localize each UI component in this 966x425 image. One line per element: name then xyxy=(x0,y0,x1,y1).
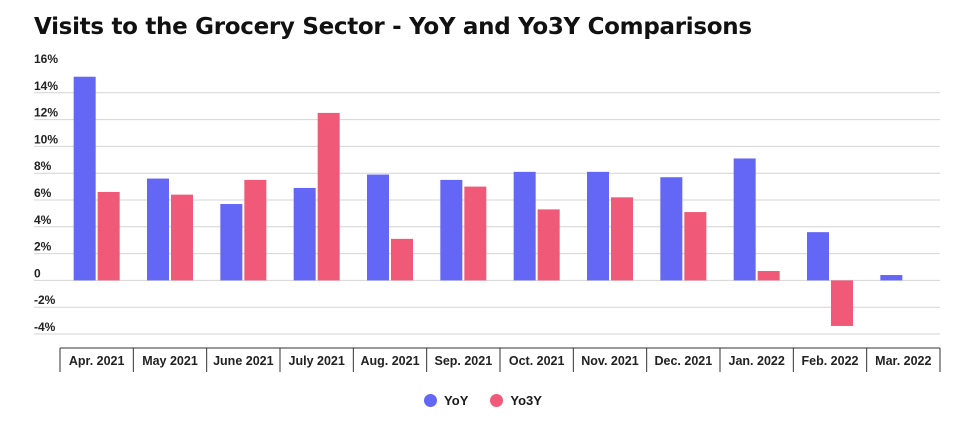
bar-yo3y[interactable] xyxy=(611,197,633,281)
y-tick-label: 4% xyxy=(34,213,52,227)
bar-yo3y[interactable] xyxy=(97,191,120,281)
x-tick-label: Sep. 2021 xyxy=(434,354,492,368)
y-tick-label: -4% xyxy=(34,320,56,334)
legend-item-yoy[interactable]: YoY xyxy=(424,393,468,408)
bar-yo3y[interactable] xyxy=(537,209,560,281)
bar-yo3y[interactable] xyxy=(244,179,267,281)
y-tick-label: 8% xyxy=(34,159,52,173)
bar-yo3y[interactable] xyxy=(171,194,193,281)
y-axis-ticks: 16% 14% 12% 10% 8% 6% 4% 2% 0 -2% -4% xyxy=(34,52,58,334)
legend-swatch-yoy xyxy=(424,394,438,407)
bar-yoy[interactable] xyxy=(220,204,243,281)
y-tick-label: 16% xyxy=(34,52,58,66)
x-tick-label: Mar. 2022 xyxy=(875,354,931,368)
y-tick-label: 14% xyxy=(34,79,58,93)
x-tick-label: June 2021 xyxy=(213,354,274,368)
x-tick-label: Nov. 2021 xyxy=(581,354,638,368)
x-axis: Apr. 2021 May 2021 June 2021 July 2021 Aug. … xyxy=(59,347,941,372)
bar-yo3y[interactable] xyxy=(391,238,413,281)
bar-yoy[interactable] xyxy=(73,76,96,281)
bar-yo3y[interactable] xyxy=(464,186,487,281)
bar-yoy[interactable] xyxy=(587,171,609,281)
x-tick-label: Feb. 2022 xyxy=(802,354,859,368)
bar-yoy[interactable] xyxy=(147,178,169,281)
bar-yoy[interactable] xyxy=(513,171,536,281)
y-tick-label: 12% xyxy=(34,106,58,120)
x-tick-label: Dec. 2021 xyxy=(654,354,712,368)
x-tick-label: Jan. 2022 xyxy=(729,354,785,368)
legend-label-yo3y: Yo3Y xyxy=(510,393,542,408)
bar-yoy[interactable] xyxy=(880,275,903,281)
y-tick-label: 6% xyxy=(34,186,52,200)
y-tick-label: 10% xyxy=(34,132,58,146)
bar-yoy[interactable] xyxy=(807,232,829,281)
x-tick-label: Aug. 2021 xyxy=(360,354,419,368)
x-tick-label: Apr. 2021 xyxy=(69,354,125,368)
chart-title: Visits to the Grocery Sector - YoY and Y… xyxy=(34,14,752,40)
x-tick-label: July 2021 xyxy=(289,354,345,368)
bars xyxy=(73,76,903,326)
bar-chart: 16% 14% 12% 10% 8% 6% 4% 2% 0 -2% -4% Apr. 2021 May… xyxy=(34,52,941,372)
bar-yoy[interactable] xyxy=(440,179,463,281)
y-tick-label: 2% xyxy=(34,240,52,254)
y-tick-label: 0 xyxy=(34,266,41,280)
bar-yoy[interactable] xyxy=(367,174,389,281)
bar-yoy[interactable] xyxy=(293,187,316,281)
bar-yoy[interactable] xyxy=(660,177,683,281)
legend: YoY Yo3Y xyxy=(0,393,966,408)
legend-label-yoy: YoY xyxy=(444,393,469,408)
gridlines xyxy=(34,92,940,335)
bar-yo3y[interactable] xyxy=(757,271,780,281)
bar-yo3y[interactable] xyxy=(684,212,707,281)
bar-yo3y[interactable] xyxy=(317,112,340,281)
legend-swatch-yo3y xyxy=(490,394,504,407)
legend-item-yo3y[interactable]: Yo3Y xyxy=(490,393,542,408)
x-tick-label: May 2021 xyxy=(142,354,198,368)
y-tick-label: -2% xyxy=(34,293,56,307)
bar-yo3y[interactable] xyxy=(831,280,853,326)
bar-yoy[interactable] xyxy=(733,158,756,281)
x-tick-label: Oct. 2021 xyxy=(509,354,565,368)
